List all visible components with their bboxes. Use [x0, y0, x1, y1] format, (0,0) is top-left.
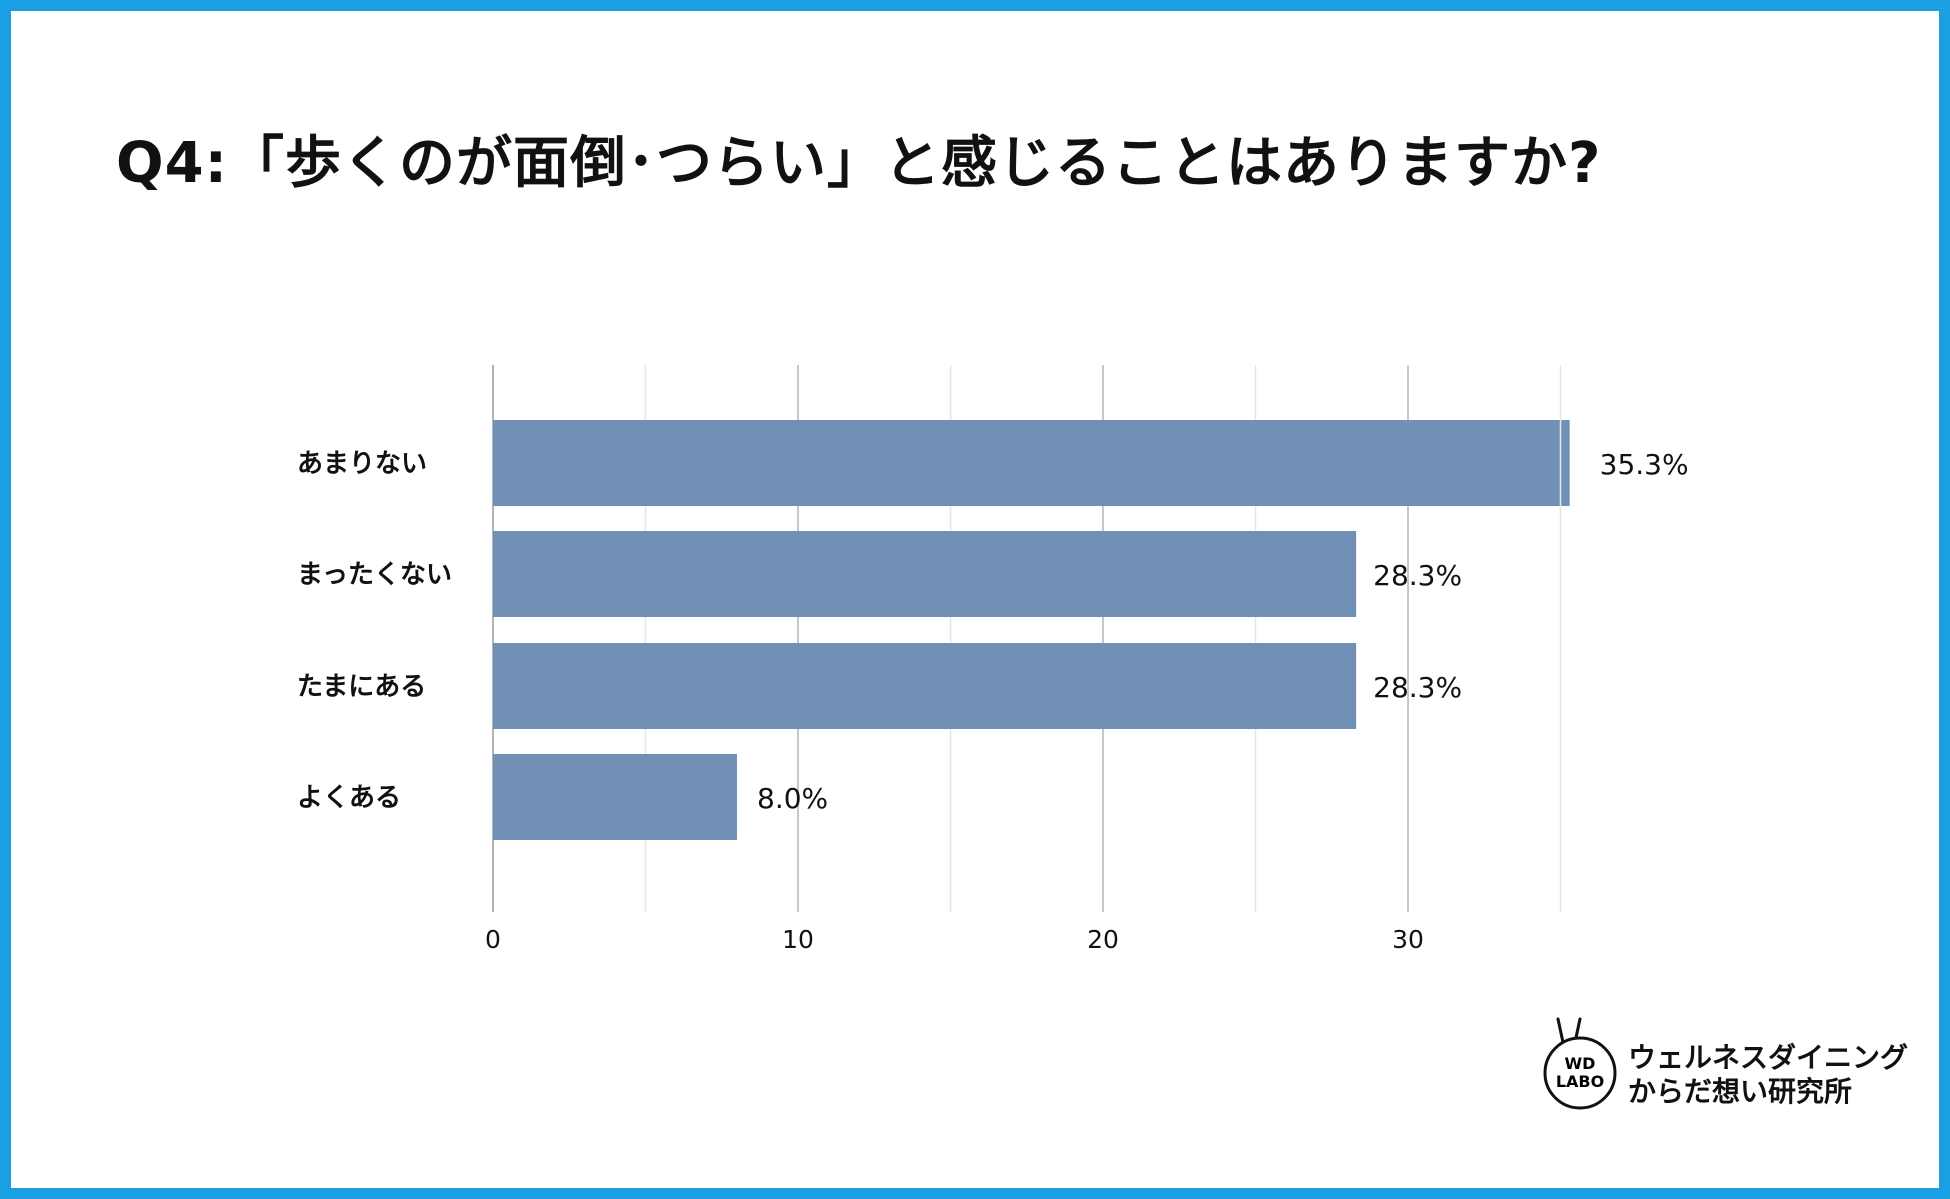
x-tick-label: 10 — [782, 925, 814, 954]
bar — [493, 754, 737, 840]
bar — [493, 420, 1570, 506]
x-tick-label: 20 — [1087, 925, 1119, 954]
x-tick-label: 0 — [485, 925, 501, 954]
logo-name-line1: ウェルネスダイニング — [1628, 1041, 1909, 1074]
logo-text: ウェルネスダイニング からだ想い研究所 — [1628, 1041, 1908, 1109]
logo-badge-line2: LABO — [1556, 1072, 1604, 1091]
category-label: あまりない — [297, 449, 427, 479]
bar — [493, 643, 1357, 729]
data-label: 35.3% — [1600, 448, 1689, 481]
chart-title: Q4:「歩くのが面倒･つらい」と感じることはありますか? — [116, 131, 1602, 196]
logo-name-line2: からだ想い研究所 — [1628, 1075, 1853, 1108]
data-label: 8.0% — [757, 782, 828, 815]
data-label: 28.3% — [1373, 671, 1462, 704]
x-tick-label: 30 — [1392, 925, 1424, 954]
category-label: たまにある — [297, 672, 426, 702]
logo-badge-line1: WD — [1565, 1054, 1596, 1073]
flask-icon: WD LABO — [1543, 1017, 1617, 1110]
category-label: よくある — [297, 783, 401, 813]
data-label: 28.3% — [1373, 559, 1462, 592]
bar — [493, 531, 1357, 617]
company-logo: WD LABO ウェルネスダイニング からだ想い研究所 — [1540, 1015, 1908, 1115]
category-label: まったくない — [297, 560, 452, 590]
